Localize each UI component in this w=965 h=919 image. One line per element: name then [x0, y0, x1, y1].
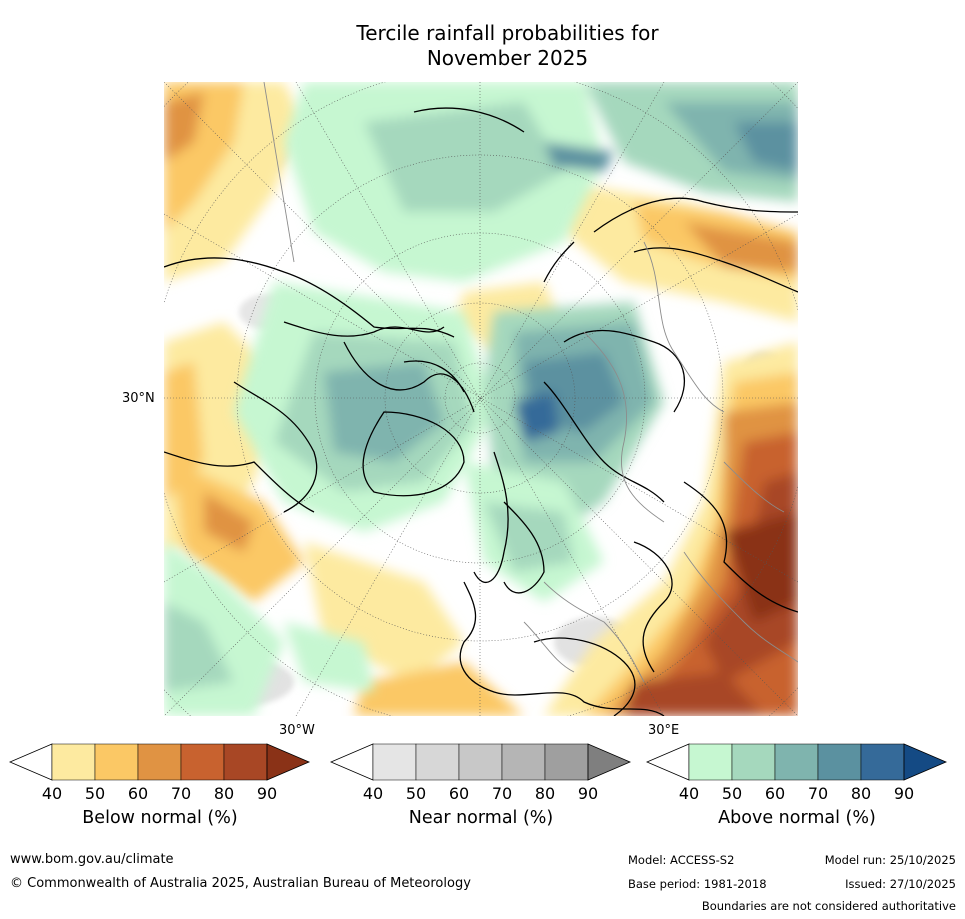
near-tick-label: 80	[534, 784, 556, 803]
above-tick-label: 40	[678, 784, 700, 803]
footer-model: Model: ACCESS-S2	[628, 853, 735, 867]
below-tick-label: 80	[213, 784, 235, 803]
above-normal-field	[164, 82, 798, 716]
above-tick-label: 60	[764, 784, 786, 803]
below-tick-label: 60	[127, 784, 149, 803]
footer-disclaimer: Boundaries are not considered authoritat…	[701, 899, 956, 913]
above-tick-label: 50	[721, 784, 743, 803]
above-swatch-70-80	[817, 743, 862, 781]
above-tick-label: 90	[893, 784, 915, 803]
near-tick-label: 60	[448, 784, 470, 803]
below-extend-high	[266, 743, 311, 781]
below-tick-label: 40	[41, 784, 63, 803]
below-extend-low	[8, 743, 53, 781]
near-extend-high	[587, 743, 632, 781]
below-tick-label: 70	[170, 784, 192, 803]
near-tick-label: 70	[491, 784, 513, 803]
title-line-2: November 2025	[426, 46, 589, 70]
footer-url: www.bom.gov.au/climate	[10, 852, 174, 867]
below-tick-label: 90	[256, 784, 278, 803]
above-tick-label: 80	[850, 784, 872, 803]
above-extend-high	[903, 743, 948, 781]
colorbar-near-svg	[329, 743, 632, 781]
above-swatch-40-50	[688, 743, 733, 781]
latitude-label-30n: 30°N	[122, 391, 155, 406]
longitude-label-30w: 30°W	[279, 723, 315, 738]
near-swatch-50-60	[415, 743, 460, 781]
near-swatch-80-90	[544, 743, 589, 781]
near-tick-label: 90	[577, 784, 599, 803]
below-swatch-80-90	[223, 743, 268, 781]
above-swatch-80-90	[860, 743, 905, 781]
below-swatch-40-50	[51, 743, 96, 781]
colorbar-above-svg	[645, 743, 948, 781]
above-extend-low	[645, 743, 690, 781]
below-normal-field	[164, 82, 798, 716]
near-extend-low	[329, 743, 374, 781]
near-tick-label: 40	[362, 784, 384, 803]
above-swatch-60-70	[774, 743, 819, 781]
coastlines	[164, 107, 798, 716]
longitude-label-30e: 30°E	[648, 723, 680, 738]
title-line-1: Tercile rainfall probabilities for	[356, 21, 659, 45]
near-swatch-70-80	[501, 743, 546, 781]
near-tick-label: 50	[405, 784, 427, 803]
footer-model-run: Model run: 25/10/2025	[824, 853, 956, 867]
above-tick-label: 70	[807, 784, 829, 803]
graticule	[164, 82, 798, 716]
colorbar-below-svg	[8, 743, 311, 781]
below-tick-label: 50	[84, 784, 106, 803]
colorbar-below-normal	[8, 743, 311, 781]
near-swatch-60-70	[458, 743, 503, 781]
footer-base-period: Base period: 1981-2018	[628, 877, 767, 891]
probability-map	[164, 82, 798, 716]
country-borders	[263, 82, 798, 683]
near-swatch-40-50	[372, 743, 417, 781]
footer-copyright: © Commonwealth of Australia 2025, Austra…	[10, 876, 471, 891]
colorbar-above-title: Above normal (%)	[718, 808, 876, 828]
map-title: Tercile rainfall probabilities for Novem…	[0, 21, 965, 71]
colorbar-below-title: Below normal (%)	[82, 808, 238, 828]
below-swatch-70-80	[180, 743, 225, 781]
below-swatch-50-60	[94, 743, 139, 781]
footer-issued: Issued: 27/10/2025	[845, 877, 956, 891]
colorbar-near-title: Near normal (%)	[408, 808, 554, 828]
below-swatch-60-70	[137, 743, 182, 781]
colorbar-near-normal	[329, 743, 632, 781]
above-swatch-50-60	[731, 743, 776, 781]
colorbar-above-normal	[645, 743, 948, 781]
